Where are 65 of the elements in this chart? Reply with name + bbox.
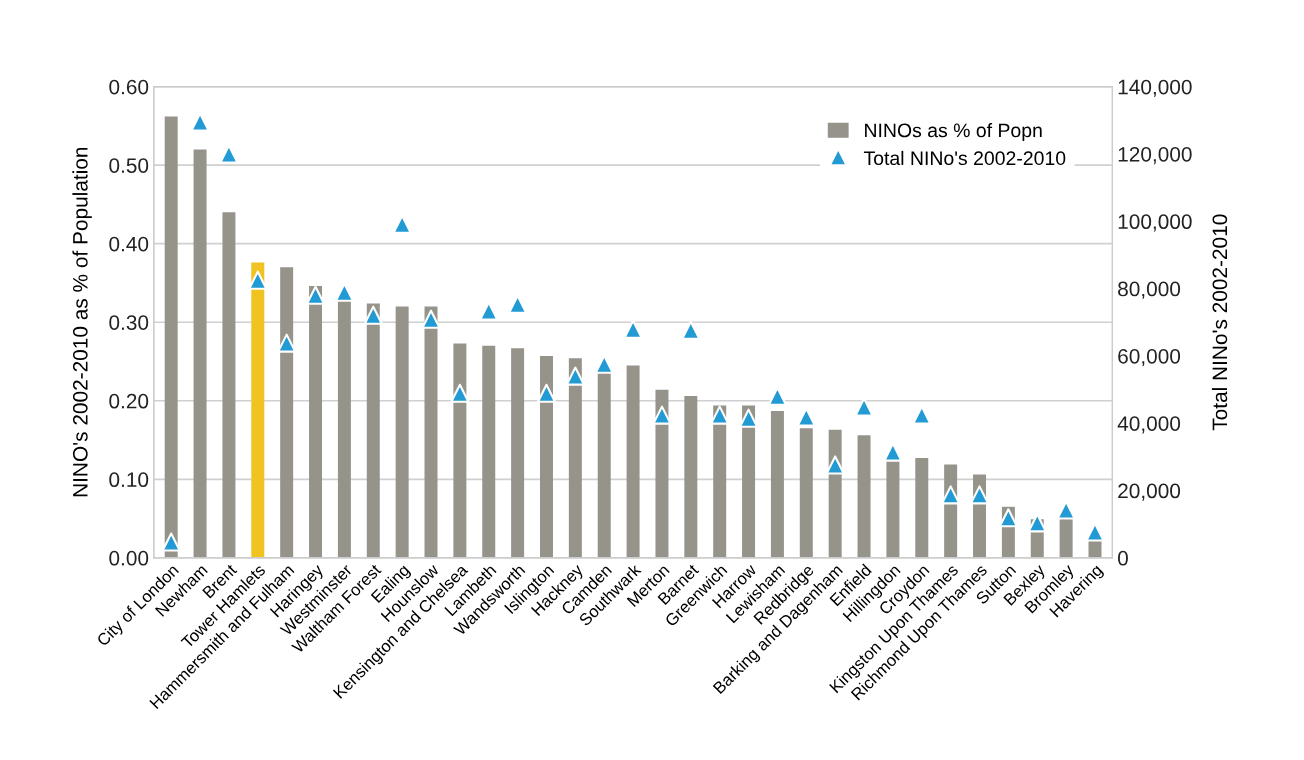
y-tick-label: 0.50	[109, 158, 149, 173]
y2-tick-label: 40,000	[1117, 416, 1181, 434]
point	[363, 305, 383, 325]
point	[941, 485, 961, 505]
point	[565, 366, 585, 386]
point	[998, 508, 1018, 528]
y-tick-label: 0.60	[109, 79, 149, 95]
bar	[626, 365, 640, 558]
bar	[164, 116, 178, 558]
bar	[857, 435, 871, 558]
point	[248, 270, 268, 290]
y2-tick-label: 0	[1117, 550, 1128, 566]
y-tick-label: 0.40	[109, 236, 149, 252]
bar	[655, 389, 669, 558]
point	[536, 383, 557, 403]
y2-tick-label: 120,000	[1118, 146, 1192, 165]
point	[450, 383, 470, 403]
bar	[568, 358, 582, 558]
bar	[684, 396, 698, 558]
y-tick-label: 0.30	[109, 315, 149, 330]
point	[652, 405, 672, 425]
bar	[309, 286, 323, 558]
point	[1027, 513, 1047, 533]
legend-label: Total NINo's 2002-2010	[863, 150, 1066, 166]
bar	[770, 410, 784, 558]
y2-tick-label: 20,000	[1118, 483, 1181, 501]
bar	[193, 149, 207, 558]
bar	[799, 428, 813, 558]
bar	[395, 306, 409, 558]
y2-tick-label: 60,000	[1118, 348, 1181, 367]
bar	[453, 343, 467, 558]
bar	[511, 348, 525, 558]
point	[969, 485, 990, 505]
point	[305, 285, 326, 305]
bar	[366, 303, 380, 558]
point	[421, 309, 441, 329]
bar	[424, 306, 438, 558]
bar	[915, 458, 929, 558]
bar	[482, 345, 496, 558]
bar	[337, 300, 351, 558]
bar	[251, 262, 265, 558]
bar	[742, 405, 756, 558]
y2-tick-label: 80,000	[1118, 281, 1181, 299]
point	[161, 532, 181, 552]
y2-tick-label: 100,000	[1118, 214, 1192, 232]
point	[681, 320, 701, 340]
bar	[280, 267, 294, 558]
point	[277, 333, 297, 353]
legend-label: NINOs as % of Popn	[865, 123, 1042, 142]
y-axis-title: NINO's 2002-2010 as % of Population	[72, 147, 92, 497]
bar	[222, 212, 236, 558]
bar	[713, 405, 727, 558]
point	[854, 397, 874, 417]
y-tick-label: 0.10	[109, 472, 149, 488]
y-tick-label: 0.20	[109, 393, 149, 409]
bar	[597, 372, 611, 558]
point	[623, 319, 643, 339]
bar	[539, 356, 553, 558]
y-tick-label: 0.00	[109, 550, 149, 566]
point	[710, 405, 730, 425]
point	[825, 455, 845, 475]
y2-axis-title: Total NINo's 2002-2010	[1211, 214, 1228, 431]
y2-tick-label: 140,000	[1118, 79, 1192, 97]
point	[739, 408, 759, 428]
bar	[1059, 518, 1073, 558]
